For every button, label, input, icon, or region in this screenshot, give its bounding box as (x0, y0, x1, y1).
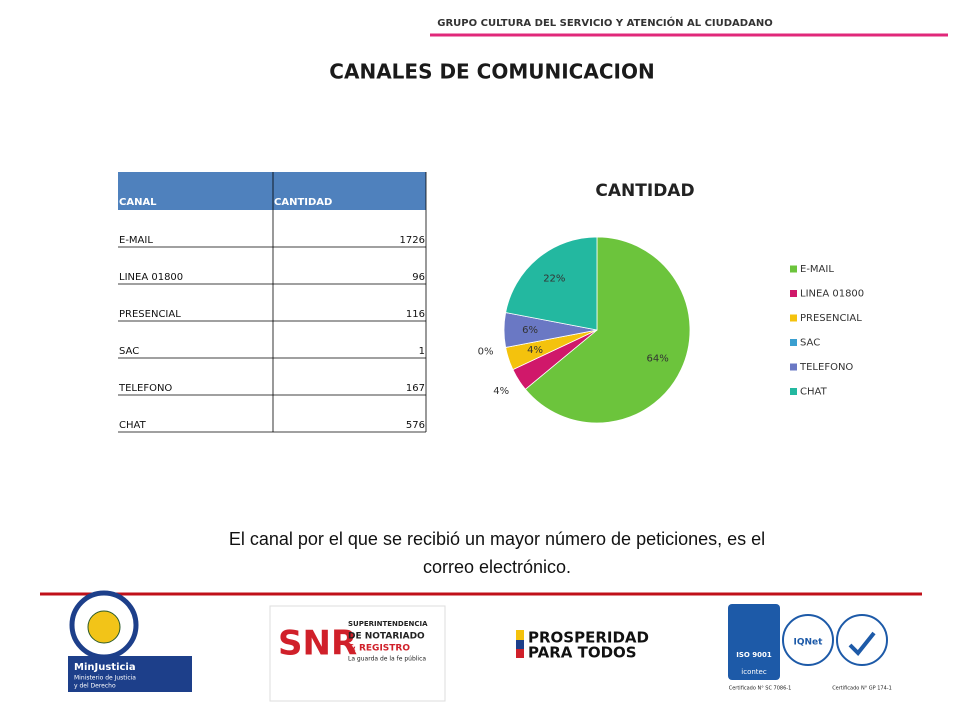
logo-text: IQNet (794, 638, 824, 648)
legend-swatch (790, 314, 797, 322)
legend-swatch (790, 265, 797, 273)
logo-text: MinJusticia (74, 662, 136, 673)
pie-slice (524, 236, 691, 424)
logo-text: PARA TODOS (528, 644, 637, 662)
table-cell: E-MAIL (119, 235, 153, 246)
pie-slice (505, 236, 598, 331)
snr-logo: SNR SUPERINTENDENCIA DE NOTARIADO & REGI… (269, 605, 446, 702)
legend-swatch (790, 388, 797, 395)
logo-text: PROSPERIDAD (528, 629, 649, 647)
chart-title: CANTIDAD (595, 181, 694, 201)
minjusticia-logo: MinJusticia Ministerio de Justicia y del… (68, 590, 192, 692)
logo-text: DE NOTARIADO (348, 632, 425, 642)
conclusion: El canal por el que se recibió un mayor … (229, 529, 765, 549)
logo-text: Certificado N° GP 174-1 (832, 686, 892, 692)
logo-text: icontec (741, 668, 767, 676)
logo-text: y del Derecho (74, 683, 116, 690)
legend-swatch (790, 363, 797, 371)
logo-text: La guarda de la fe pública (348, 656, 426, 663)
table-header: CANAL (119, 197, 157, 208)
legend-label: CHAT (800, 387, 828, 398)
table: CANAL CANTIDAD E-MAIL 1726 LINEA 01800 96 PRES… (118, 172, 427, 433)
legend-label: TELEFONO (799, 362, 853, 373)
table-cell: 576 (406, 420, 425, 431)
conclusion: correo electrónico. (423, 557, 571, 577)
legend-label: LINEA 01800 (800, 289, 864, 300)
data-label: 6% (522, 325, 538, 336)
legend-label: PRESENCIAL (800, 313, 862, 324)
slide-title: CANALES DE COMUNICACION (329, 60, 654, 84)
logo-text: & REGISTRO (348, 644, 410, 654)
table-cell: 116 (406, 309, 425, 320)
legend-swatch (790, 290, 797, 297)
table-cell: LINEA 01800 (119, 272, 183, 283)
logo-text: ISO 9001 (736, 651, 772, 659)
data-label: 4% (527, 345, 543, 356)
data-label: 0% (478, 346, 494, 357)
data-label: 64% (646, 354, 668, 365)
logo-text: SNR (278, 624, 357, 664)
table-cell: 96 (412, 272, 425, 283)
table-cell: 167 (406, 383, 425, 394)
table-cell: PRESENCIAL (119, 309, 181, 320)
cert-logos: ISO 9001 icontec IQNet Certificado N° SC… (728, 604, 892, 692)
legend-label: SAC (800, 338, 820, 349)
group-header: GRUPO CULTURA DEL SERVICIO Y ATENCIÓN AL… (437, 16, 772, 29)
table-cell: TELEFONO (118, 383, 172, 394)
logo-text: Ministerio de Justicia (74, 675, 136, 682)
table-cell: SAC (119, 346, 139, 357)
table-cell: 1726 (400, 235, 425, 246)
pie-chart: CANTIDAD 64% 4% 4% 0% 6% 22% E-MAIL LINEA 01800… (478, 181, 864, 424)
table-cell: 1 (419, 346, 425, 357)
table-header-bg (118, 172, 426, 210)
table-cell: CHAT (119, 420, 147, 431)
data-label: 22% (543, 273, 565, 284)
legend-label: E-MAIL (800, 264, 834, 275)
prosperidad-logo: PROSPERIDAD PARA TODOS (516, 629, 649, 662)
data-label: 4% (493, 386, 509, 397)
logo-text: SUPERINTENDENCIA (348, 620, 428, 628)
legend-swatch (790, 339, 797, 346)
logo-text: Certificado N° SC 7086-1 (729, 686, 792, 692)
table-header: CANTIDAD (274, 197, 332, 208)
